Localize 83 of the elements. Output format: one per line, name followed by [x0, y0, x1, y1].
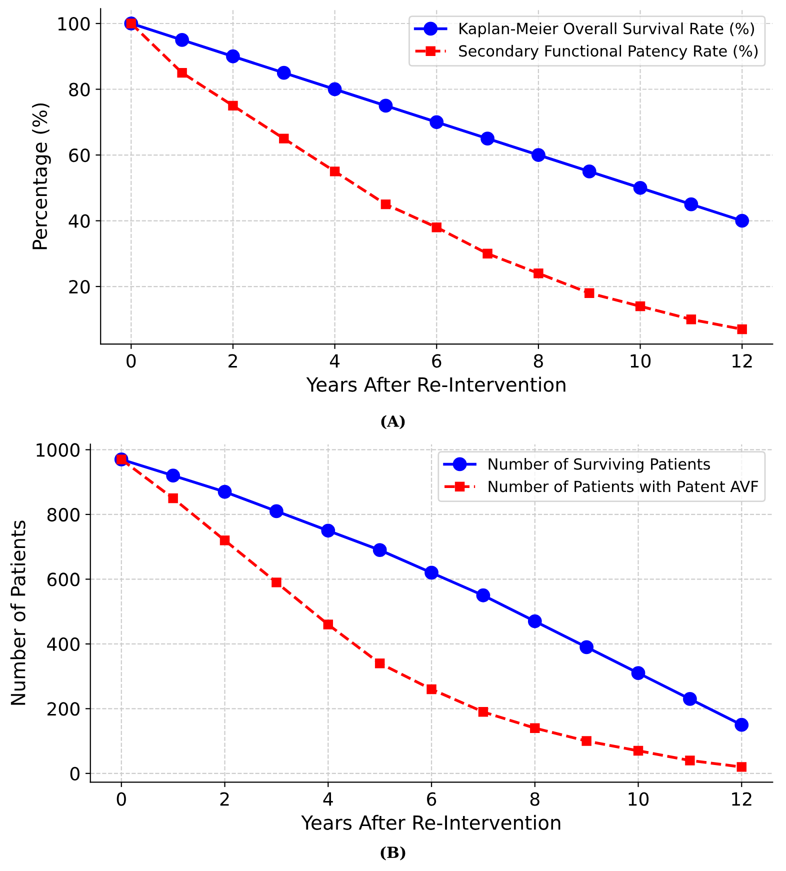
point	[175, 32, 190, 47]
point	[582, 164, 596, 178]
point	[584, 288, 594, 298]
y-axis-title: Number of Patients	[10, 520, 26, 705]
point	[737, 324, 747, 334]
y-tick-label: 400	[47, 637, 80, 652]
point	[272, 578, 282, 588]
point	[177, 68, 187, 78]
point	[530, 723, 540, 733]
text: (B)	[380, 846, 406, 860]
y-tick-label: 20	[69, 280, 90, 294]
point	[633, 746, 644, 756]
x-tick-label: 2	[220, 792, 229, 806]
point	[736, 762, 746, 772]
point	[534, 268, 544, 278]
x-tick-label: 10	[628, 792, 649, 806]
y-tick-label: 200	[48, 702, 80, 716]
y-tick-label: 60	[69, 148, 90, 162]
point	[735, 214, 750, 228]
point	[228, 100, 238, 111]
legend-label: Secondary Functional Patency Rate (%)	[459, 44, 758, 60]
point	[374, 658, 385, 668]
y-tick-label: 80	[69, 82, 90, 96]
y-tick-label: 800	[47, 508, 80, 522]
point	[480, 132, 494, 146]
text: (A)	[381, 415, 405, 430]
point	[682, 692, 697, 706]
x-tick-label: 0	[116, 792, 126, 806]
point	[686, 314, 696, 324]
legend-label: Number of Patients with Patent AVF	[488, 480, 758, 492]
legend-label: Number of Surviving Patients	[488, 458, 710, 473]
x-tick-label: 4	[323, 792, 333, 806]
y-tick-label: 0	[70, 766, 80, 781]
point	[218, 484, 232, 499]
x-tick-label: 10	[630, 354, 651, 368]
y-tick-label: 100	[58, 16, 90, 31]
y-tick-label: 1000	[36, 443, 80, 457]
point	[424, 566, 438, 580]
x-tick-label: 6	[432, 354, 442, 368]
point	[633, 180, 648, 195]
y-tick-label: 600	[47, 572, 80, 586]
x-tick-label: 12	[732, 354, 752, 368]
point	[582, 736, 592, 746]
point	[321, 524, 336, 538]
point	[426, 684, 436, 694]
point	[226, 49, 240, 64]
point	[168, 493, 178, 504]
point	[532, 148, 546, 162]
point	[279, 134, 289, 144]
point	[685, 756, 695, 766]
x-tick-label: 8	[530, 792, 540, 806]
x-tick-label: 4	[330, 354, 340, 368]
point	[482, 248, 492, 258]
point	[478, 707, 488, 717]
point	[631, 666, 646, 680]
point	[380, 199, 391, 210]
x-axis-title: Years After Re-Intervention	[306, 376, 566, 392]
point	[684, 197, 698, 212]
y-tick-label: 40	[68, 214, 90, 228]
x-tick-label: 2	[228, 354, 237, 368]
point	[276, 66, 291, 80]
x-tick-label: 12	[732, 792, 752, 806]
point	[328, 82, 342, 96]
point	[635, 301, 646, 312]
point	[378, 98, 393, 113]
x-tick-label: 6	[427, 792, 436, 806]
point	[166, 468, 180, 483]
point	[528, 614, 542, 628]
x-tick-label: 8	[534, 354, 543, 368]
point	[580, 640, 594, 654]
y-axis-title: Percentage (%)	[32, 103, 51, 250]
x-axis-title: Years After Re-Intervention	[301, 814, 560, 830]
legend-label: Kaplan-Meier Overall Survival Rate (%)	[460, 22, 754, 38]
point	[323, 620, 334, 630]
x-tick-label: 0	[126, 354, 136, 368]
point	[270, 504, 284, 518]
point	[430, 115, 444, 130]
point	[432, 222, 442, 232]
point	[734, 718, 749, 732]
point	[220, 535, 230, 546]
point	[372, 543, 387, 558]
point	[330, 166, 340, 176]
point	[476, 588, 490, 602]
